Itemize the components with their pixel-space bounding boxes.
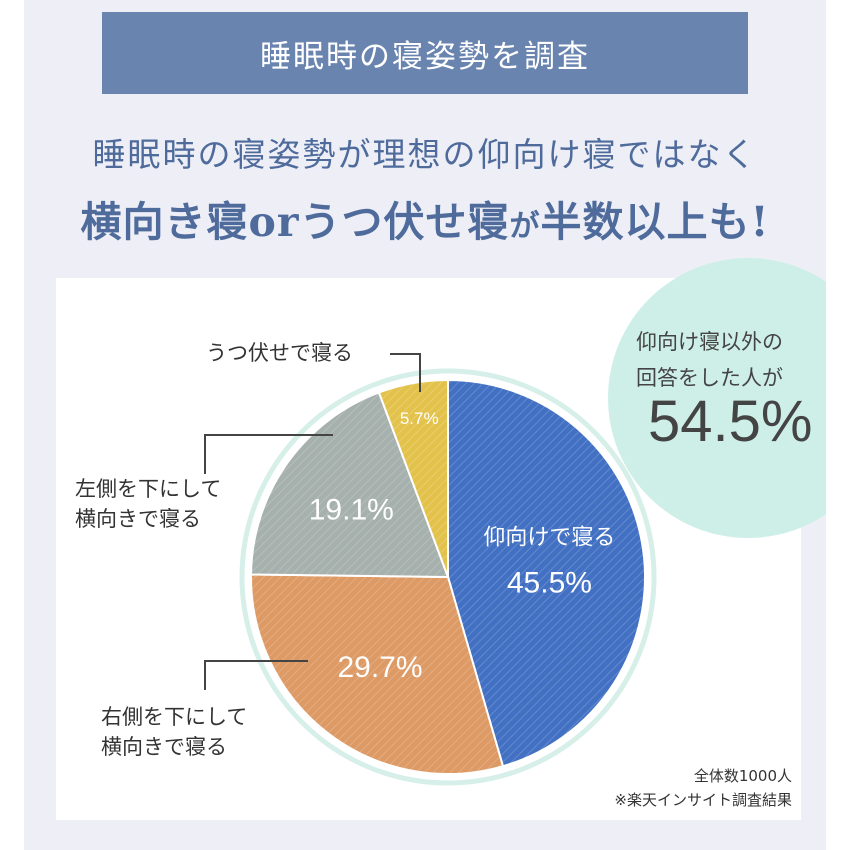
prone-leader-line (390, 353, 421, 392)
pie-slice-texture-prone (378, 380, 448, 577)
headline-line-2: 横向き寝orうつ伏せ寝が半数以上も! (24, 188, 826, 248)
highlight-line-1: 仰向け寝以外の (636, 330, 783, 354)
pie-name-label-supine: 仰向けで寝る (483, 526, 615, 551)
headline-line-1: 睡眠時の寝姿勢が理想の仰向け寝ではなく (92, 135, 758, 174)
banner-title: 睡眠時の寝姿勢を調査 (260, 38, 590, 75)
pie-slices (250, 378, 646, 775)
highlight-bubble: 仰向け寝以外の 回答をした人が 54.5% (608, 258, 826, 538)
pie-slice-texture-right (250, 574, 503, 774)
headline-emphasis: 横向き寝orうつ伏せ寝 (80, 198, 510, 246)
pie-slice-texture-supine (448, 380, 645, 767)
title-banner: 睡眠時の寝姿勢を調査 (102, 12, 748, 94)
highlight-value: 54.5% (648, 389, 813, 454)
pie-slice-texture-left (251, 392, 448, 577)
footnote-total: 全体数1000人 (693, 767, 792, 785)
headline-particle: が (509, 209, 541, 244)
callout-left-line-2: 横向きで寝る (75, 507, 201, 531)
callout-right: 右側を下にして 横向きで寝る (101, 702, 247, 762)
left-leader-line (204, 434, 333, 474)
callout-right-line-2: 横向きで寝る (101, 735, 227, 759)
callout-prone: うつ伏せで寝る (206, 341, 353, 365)
pie-value-label-left: 19.1% (309, 494, 394, 527)
pie-value-labels: 仰向けで寝る 45.5% 29.7% 19.1% 5.7% (309, 409, 616, 684)
pie-value-label-supine: 45.5% (507, 567, 592, 600)
pie-halo (239, 368, 657, 786)
callout-left: 左側を下にして 横向きで寝る (75, 474, 221, 534)
callout-left-line-1: 左側を下にして (75, 477, 222, 501)
footnote-source: ※楽天インサイト調査結果 (614, 791, 792, 809)
highlight-line-2: 回答をした人が (636, 366, 783, 390)
pie-value-label-right: 29.7% (337, 651, 422, 684)
callout-right-line-1: 右側を下にして (101, 705, 248, 729)
highlight-circle (608, 258, 826, 538)
pie-value-label-prone: 5.7% (400, 409, 439, 428)
right-leader-line (204, 660, 308, 690)
headline-conclusion: 半数以上も! (540, 198, 770, 246)
